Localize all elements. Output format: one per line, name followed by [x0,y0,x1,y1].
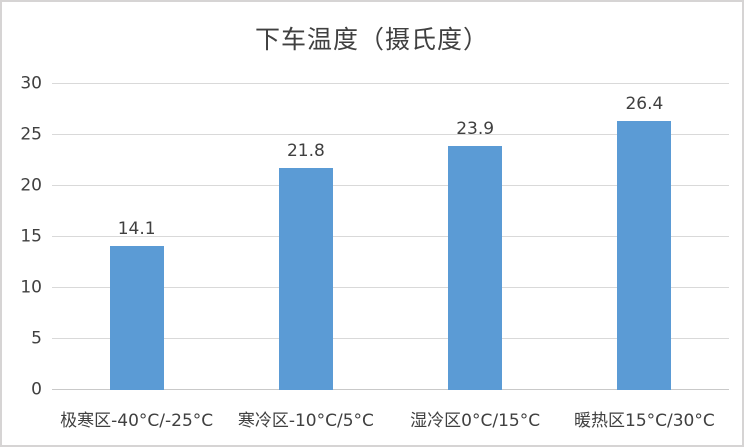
y-tick-label: 25 [20,124,42,145]
y-tick-label: 30 [20,73,42,94]
x-category-label: 寒冷区-10°C/5°C [237,411,374,431]
x-axis: 极寒区-40°C/-25°C 寒冷区-10°C/5°C 湿冷区0°C/15°C 暖热区… [52,402,729,436]
bar-寒冷区-10°C/5°C [278,167,333,390]
y-tick-label: 0 [31,379,42,400]
bar-湿冷区0°C/15°C [448,146,503,390]
value-label: 26.4 [625,93,664,114]
bar-极寒区-40°C/-25°C [109,246,164,390]
value-label: 23.9 [456,119,495,140]
gridline [52,287,729,288]
y-tick-label: 20 [20,175,42,196]
value-label: 21.8 [286,140,325,161]
gridline [52,338,729,339]
y-axis: 0 5 10 15 20 25 30 [2,75,42,398]
x-category-label: 极寒区-40°C/-25°C [60,411,214,431]
x-category-label: 暖热区15°C/30°C [574,411,715,431]
y-tick-label: 5 [31,328,42,349]
bar-暖热区15°C/30°C [617,120,672,390]
y-tick-label: 10 [20,277,42,298]
gridline [52,83,729,84]
y-tick-label: 15 [20,226,42,247]
gridline [52,236,729,237]
gridline [52,134,729,135]
x-category-label: 湿冷区0°C/15°C [410,411,541,431]
gridline [52,185,729,186]
x-axis-line [52,389,729,390]
value-label: 14.1 [117,219,156,240]
chart-title: 下车温度（摄氏度） [254,25,489,54]
plot-area: 14.1 21.8 23.9 26.4 [52,83,729,390]
